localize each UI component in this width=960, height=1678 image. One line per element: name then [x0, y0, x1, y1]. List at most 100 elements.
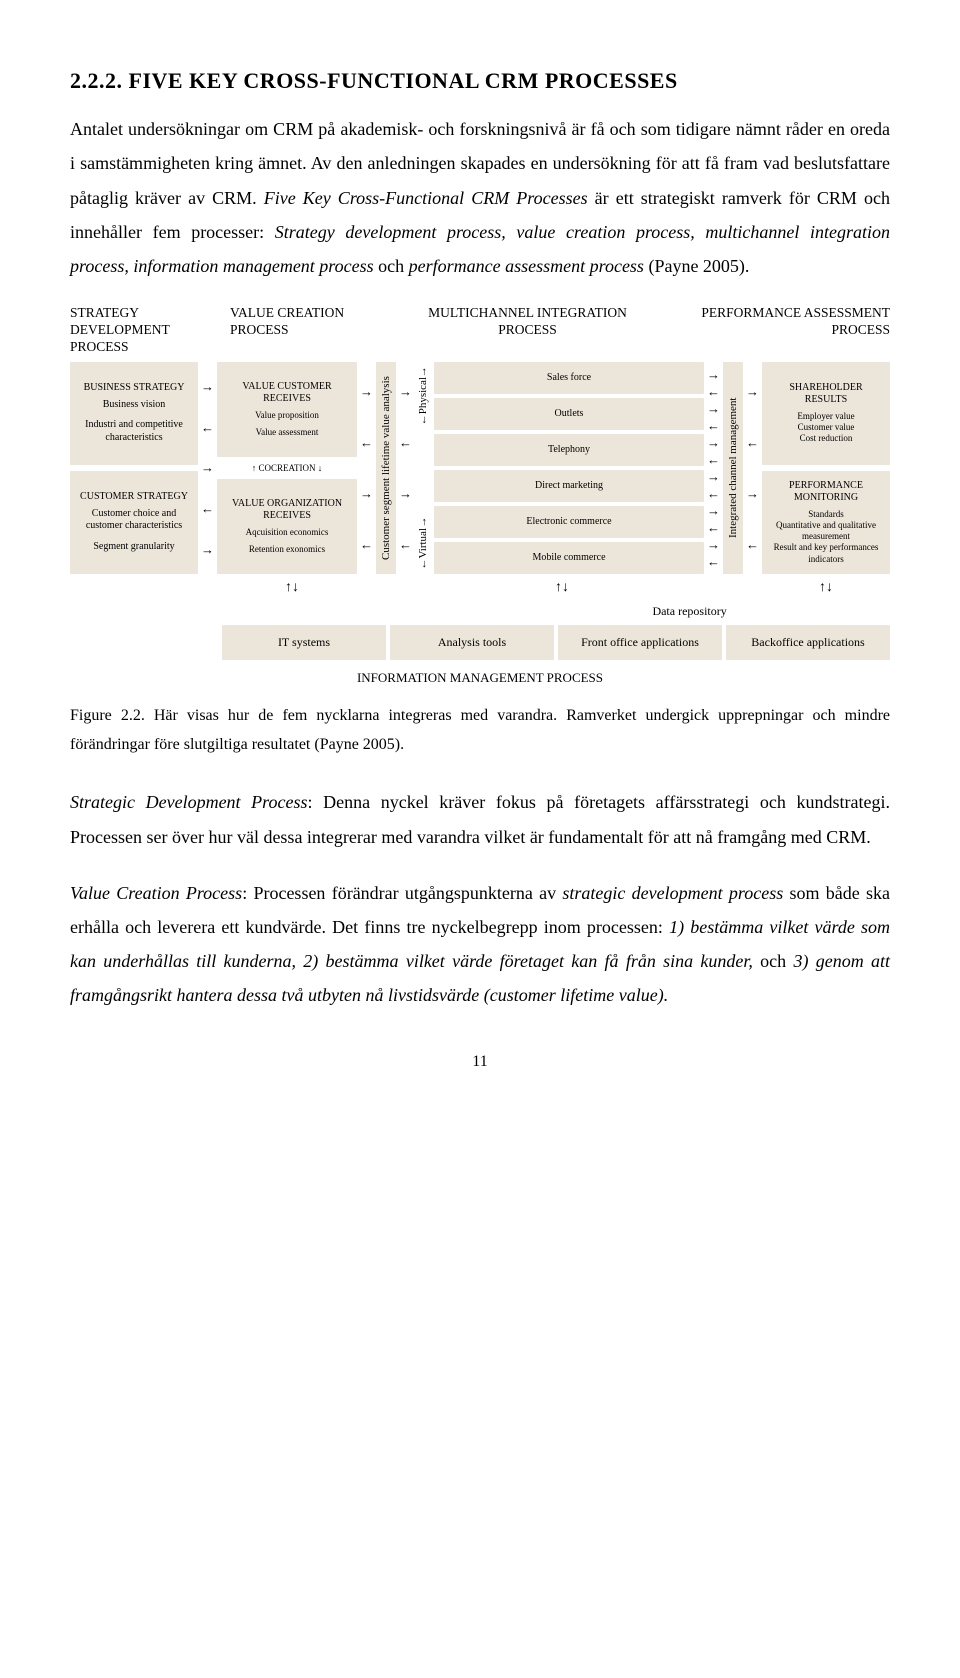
- diagram-bottom-row: Data repository IT systems Analysis tool…: [70, 602, 890, 660]
- arrow-column: → ← → ←: [746, 362, 759, 574]
- arrow-left-icon: ←: [360, 538, 373, 551]
- box-line: Customer value: [768, 422, 884, 433]
- arrow-right-icon: →: [201, 380, 214, 393]
- performance-monitoring-box: PERFORMANCE MONITORING Standards Quantit…: [762, 471, 890, 574]
- analysis-tools-box: Analysis tools: [390, 625, 554, 660]
- crm-process-diagram: STRATEGY DEVELOPMENT PROCESS VALUE CREAT…: [70, 305, 890, 686]
- arrow-right-icon: →: [707, 368, 720, 381]
- box-line: Standards: [768, 509, 884, 520]
- header-strategy: STRATEGY DEVELOPMENT PROCESS: [70, 305, 220, 356]
- box-title: PERFORMANCE MONITORING: [768, 480, 884, 505]
- header-performance: PERFORMANCE ASSESSMENT PROCESS: [655, 305, 890, 356]
- figure-caption: Figure 2.2. Här visas hur de fem nycklar…: [70, 702, 890, 760]
- arrow-left-icon: ←: [399, 436, 412, 449]
- strategic-development-paragraph: Strategic Development Process: Denna nyc…: [70, 785, 890, 853]
- box-line: Cost reduction: [768, 433, 884, 444]
- channel-box: Direct marketing: [434, 470, 704, 502]
- channel-box: Outlets: [434, 398, 704, 430]
- strategy-column: BUSINESS STRATEGY Business vision Indust…: [70, 362, 198, 574]
- italic-text: Strategic Development Process: [70, 792, 308, 812]
- arrow-left-icon: ←: [707, 521, 720, 534]
- arrow-right-icon: →: [360, 487, 373, 500]
- arrow-right-icon: →: [707, 402, 720, 415]
- physical-vertical-label: ← Physical →: [415, 362, 431, 429]
- box-line: Quantitative and qualitative measurement: [768, 520, 884, 543]
- box-title: SHAREHOLDER RESULTS: [768, 382, 884, 407]
- shareholder-results-box: SHAREHOLDER RESULTS Employer value Custo…: [762, 362, 890, 465]
- header-value: VALUE CREATION PROCESS: [230, 305, 400, 356]
- box-title: VALUE ORGANIZATION RECEIVES: [223, 498, 351, 523]
- cocreation-label: ↑ COCREATION ↓: [217, 461, 357, 475]
- section-heading: 2.2.2. FIVE KEY CROSS-FUNCTIONAL CRM PRO…: [70, 68, 890, 94]
- box-line: Customer choice and customer characteris…: [76, 508, 192, 533]
- bottom-systems-row: IT systems Analysis tools Front office a…: [222, 625, 890, 660]
- channel-box: Mobile commerce: [434, 542, 704, 574]
- physical-virtual-labels: ← Physical → ← Virtual →: [415, 362, 431, 574]
- arrow-column: → ← → ←: [399, 362, 412, 574]
- it-systems-box: IT systems: [222, 625, 386, 660]
- text: Physical: [417, 377, 429, 414]
- box-line: Industri and competitive characteristics: [76, 419, 192, 444]
- arrow-left-icon: ←: [707, 419, 720, 432]
- front-office-box: Front office applications: [558, 625, 722, 660]
- box-line: Employer value: [768, 411, 884, 422]
- text: Figure 2.2. Här visas hur de fem nycklar…: [70, 707, 553, 724]
- text: : Processen förändrar utgångspunkterna a…: [242, 883, 562, 903]
- box-line: Retention exonomics: [223, 544, 351, 555]
- arrow-right-icon: →: [399, 385, 412, 398]
- virtual-vertical-label: ← Virtual →: [415, 513, 431, 574]
- box-title: BUSINESS STRATEGY: [76, 382, 192, 395]
- arrow-right-icon: →: [746, 385, 759, 398]
- box-line: Segment granularity: [76, 541, 192, 554]
- value-column: VALUE CUSTOMER RECEIVES Value propositio…: [217, 362, 357, 574]
- information-management-label: INFORMATION MANAGEMENT PROCESS: [70, 670, 890, 686]
- diagram-body: BUSINESS STRATEGY Business vision Indust…: [70, 362, 890, 574]
- value-creation-paragraph: Value Creation Process: Processen föränd…: [70, 876, 890, 1013]
- updown-arrow-icon: ↑↓: [365, 580, 759, 596]
- backoffice-box: Backoffice applications: [726, 625, 890, 660]
- arrow-right-icon: →: [707, 538, 720, 551]
- value-customer-box: VALUE CUSTOMER RECEIVES Value propositio…: [217, 362, 357, 457]
- italic-text: performance assessment process: [409, 256, 644, 276]
- arrow-right-icon: →: [707, 436, 720, 449]
- arrow-left-icon: ←: [201, 421, 214, 434]
- arrow-left-icon: ←: [746, 436, 759, 449]
- arrow-right-icon: →: [201, 461, 214, 474]
- arrow-right-icon: →: [707, 470, 720, 483]
- arrow-right-icon: →: [201, 543, 214, 556]
- text: (Payne 2005).: [648, 256, 749, 276]
- text: och: [753, 951, 794, 971]
- italic-text: Five Key Cross-Functional CRM Processes: [264, 188, 588, 208]
- business-strategy-box: BUSINESS STRATEGY Business vision Indust…: [70, 362, 198, 465]
- channel-box: Electronic commerce: [434, 506, 704, 538]
- multichannel-column: Sales force Outlets Telephony Direct mar…: [434, 362, 704, 574]
- data-repository-label: Data repository: [489, 602, 890, 621]
- header-multichannel: MULTICHANNEL INTEGRATION PROCESS: [410, 305, 645, 356]
- arrow-right-icon: →: [746, 487, 759, 500]
- text: COCREATION: [258, 463, 315, 473]
- arrow-right-icon: →: [707, 504, 720, 517]
- data-repository-area: Data repository IT systems Analysis tool…: [222, 602, 890, 660]
- arrow-left-icon: ←: [201, 502, 214, 515]
- channel-box: Telephony: [434, 434, 704, 466]
- performance-column: SHAREHOLDER RESULTS Employer value Custo…: [762, 362, 890, 574]
- text: Virtual: [417, 528, 429, 559]
- customer-strategy-box: CUSTOMER STRATEGY Customer choice and cu…: [70, 471, 198, 574]
- arrow-left-icon: ←: [707, 385, 720, 398]
- arrow-column: →← →← →← →← →← →←: [707, 362, 720, 574]
- box-title: CUSTOMER STRATEGY: [76, 491, 192, 504]
- arrow-left-icon: ←: [707, 453, 720, 466]
- arrow-right-icon: →: [399, 487, 412, 500]
- channel-box: Sales force: [434, 362, 704, 394]
- italic-text: strategic development process: [562, 883, 783, 903]
- box-line: Business vision: [76, 399, 192, 412]
- integrated-channel-vertical-label: Integrated channel management: [723, 362, 743, 574]
- updown-arrow-icon: ↑↓: [762, 580, 890, 596]
- arrow-left-icon: ←: [707, 487, 720, 500]
- text: och: [378, 256, 409, 276]
- value-organization-box: VALUE ORGANIZATION RECEIVES Aqcuisition …: [217, 479, 357, 574]
- italic-text: Value Creation Process: [70, 883, 242, 903]
- box-title: VALUE CUSTOMER RECEIVES: [223, 381, 351, 406]
- segment-lifetime-vertical-label: Customer segment lifetime value analysis: [376, 362, 396, 574]
- intro-paragraph: Antalet undersökningar om CRM på akademi…: [70, 112, 890, 283]
